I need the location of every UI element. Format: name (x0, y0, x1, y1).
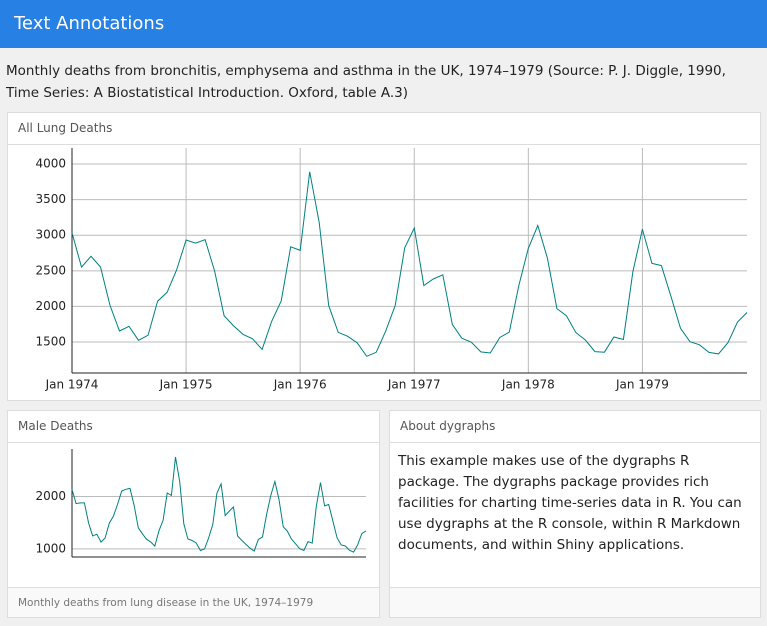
y-tick-label: 4000 (35, 157, 66, 171)
chart-caption: Monthly deaths from lung disease in the … (8, 587, 379, 617)
x-tick-label: Jan 1976 (273, 378, 327, 392)
chart-card: Male Deaths 1000 2000 Monthly deaths from… (7, 410, 380, 618)
card-title: About dygraphs (390, 411, 760, 443)
text-card: About dygraphs This example makes use of… (389, 410, 761, 618)
y-tick-label: 2000 (35, 489, 66, 503)
x-tick-label: Jan 1977 (387, 378, 441, 392)
y-tick-label: 1000 (35, 541, 66, 555)
y-tick-label: 3500 (35, 192, 66, 206)
chart: 1000 2000 (35, 449, 367, 558)
y-tick-label: 3000 (35, 228, 66, 242)
y-tick-label: 2000 (35, 299, 66, 313)
x-tick-label: Jan 1975 (159, 378, 213, 392)
card-title: All Lung Deaths (8, 113, 760, 145)
y-tick-label: 1500 (35, 335, 66, 349)
chart: 1500 2000 2500 3000 3500 4000 Jan 1974 Jan 1975… (35, 148, 748, 392)
card-title: Male Deaths (8, 411, 379, 443)
data-line (71, 457, 367, 553)
y-tick-label: 2500 (35, 263, 66, 277)
description: Monthly deaths from bronchitis, emphysem… (6, 63, 726, 101)
chart-card: All Lung Deaths 1500 2000 2500 3000 3500 4000… (7, 112, 761, 401)
about-text: This example makes use of the dygraphs R… (398, 453, 742, 553)
card-footer (390, 587, 760, 617)
x-tick-label: Jan 1979 (615, 378, 669, 392)
x-tick-label: Jan 1978 (501, 378, 555, 392)
app-header: Text Annotations (0, 0, 767, 48)
x-tick-label: Jan 1974 (45, 378, 99, 392)
data-line (71, 171, 748, 357)
